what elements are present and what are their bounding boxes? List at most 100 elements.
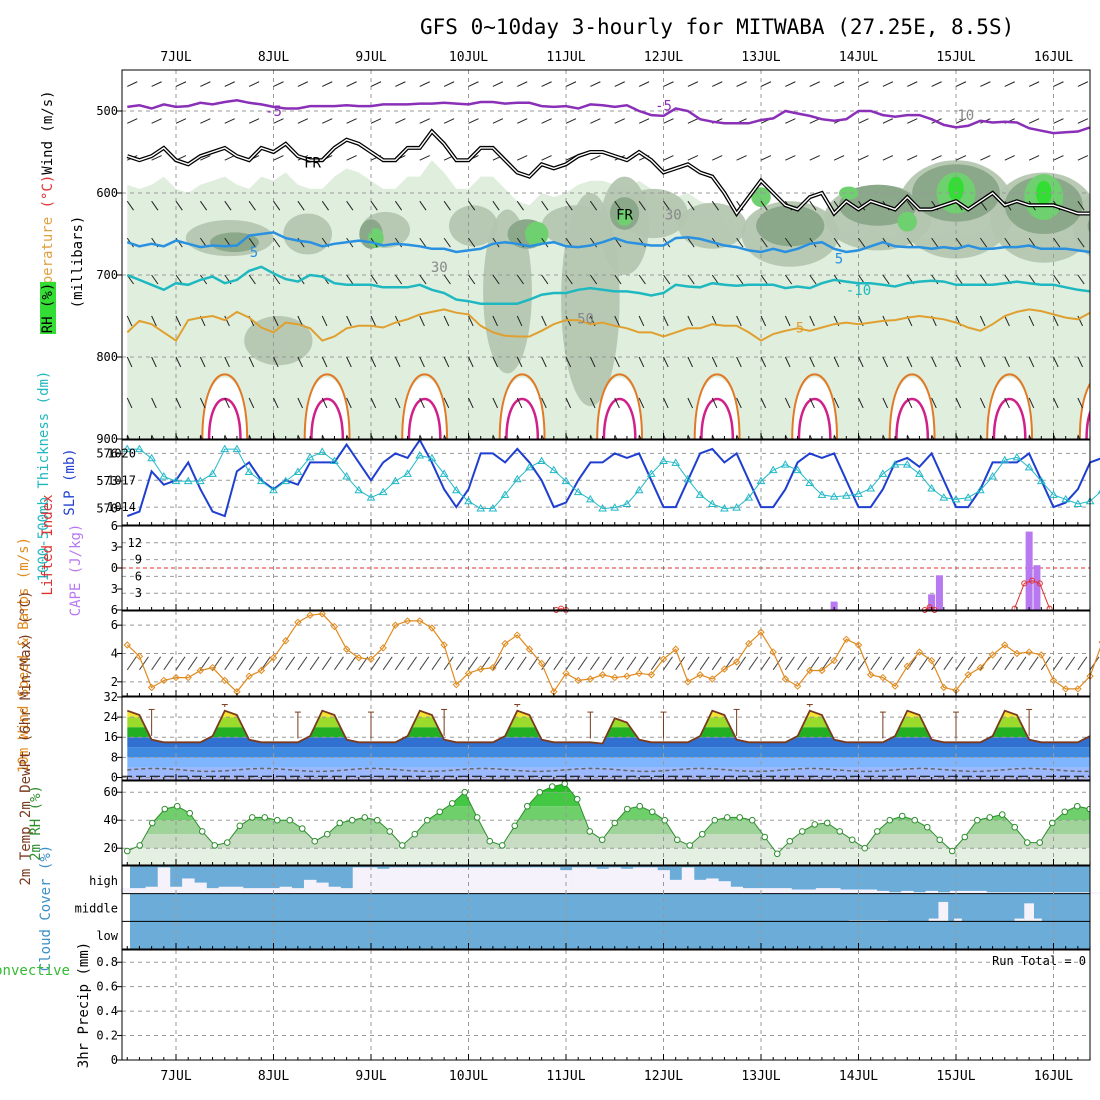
- wind-barb: [175, 118, 187, 124]
- wind-barb: [955, 237, 963, 248]
- thickness-point: [890, 460, 900, 468]
- rh-2m-panel: [122, 781, 1090, 865]
- wind-barb-10m: [370, 656, 381, 671]
- wind-barb: [468, 118, 479, 124]
- wind-barb: [346, 397, 352, 409]
- thickness-point: [817, 490, 827, 498]
- cape-tick-label: 9: [135, 553, 142, 567]
- wind-barb-10m: [1065, 656, 1076, 671]
- cape-tick-label: 6: [135, 569, 142, 583]
- wind-speed-point: [537, 659, 546, 668]
- wind-barb-10m: [626, 656, 637, 671]
- cloud-high-gap: [291, 888, 305, 894]
- wind-speed-point: [769, 648, 777, 656]
- wind-barb: [492, 397, 498, 409]
- cloud-high-gap: [352, 867, 366, 894]
- thickness-point: [208, 469, 217, 477]
- wind-speed-point: [428, 624, 436, 632]
- slp-tick-label: 1020: [107, 446, 136, 460]
- wind-barb: [443, 81, 455, 87]
- wind-speed-point: [611, 673, 619, 682]
- date-label-top: 12JUL: [644, 50, 683, 65]
- wind-barb: [419, 397, 425, 409]
- wind-barb: [614, 200, 622, 211]
- cloud-high-gap: [767, 888, 780, 894]
- cloud-high-gap: [645, 867, 658, 894]
- thickness-point: [671, 458, 681, 466]
- rh-point: [436, 808, 444, 816]
- wind-speed-point: [123, 641, 131, 649]
- wind-barb: [370, 274, 378, 285]
- wind-barb: [784, 356, 791, 368]
- panel-frame: [121, 780, 1091, 866]
- wind-barb: [517, 118, 528, 124]
- wind-speed-point: [659, 655, 668, 663]
- rh-band-70: [1087, 218, 1090, 234]
- precip-ylabel: 3hr Precip (mm): [76, 942, 92, 1068]
- wind-barbs: [126, 81, 1089, 439]
- panel-frame: [121, 696, 1091, 781]
- wind-barb: [638, 118, 650, 124]
- rh-point: [686, 842, 694, 849]
- wind-speed-point: [964, 671, 972, 679]
- wind-barb: [711, 200, 719, 211]
- cloud-high-gap: [706, 878, 719, 894]
- wind-speed-point: [440, 641, 448, 649]
- rh2m-ylabel: 2m RH (%): [28, 785, 44, 861]
- wind-barb-10m: [882, 656, 893, 671]
- wind-barb: [346, 315, 352, 327]
- cloud-middle-gap: [1014, 918, 1025, 922]
- wind-barb: [346, 200, 354, 211]
- rh-point: [998, 811, 1006, 818]
- temp-contour-10: [126, 265, 1090, 305]
- thickness-point: [147, 453, 156, 462]
- wind-barb: [419, 356, 425, 368]
- cloud-high-gap: [779, 888, 792, 894]
- wind-speed-point: [927, 656, 936, 665]
- wind-speed-point: [781, 675, 790, 683]
- rh-point: [498, 842, 506, 849]
- wind-barb: [224, 315, 230, 327]
- rh-point: [348, 816, 356, 824]
- wind-barb: [492, 81, 504, 87]
- contour-label: -5: [265, 104, 282, 120]
- thickness-point: [439, 469, 449, 477]
- wind-barb: [906, 356, 913, 368]
- cloud-high-gap: [303, 879, 317, 894]
- wind-barb: [760, 356, 767, 368]
- wind-barb: [443, 397, 450, 409]
- wind-barb: [858, 397, 864, 409]
- wind-barb: [346, 81, 357, 87]
- thickness-point: [196, 476, 205, 485]
- wind-barb: [590, 81, 601, 87]
- rh-point: [173, 802, 181, 810]
- wind-barb: [126, 315, 133, 327]
- wind-barb: [833, 397, 840, 409]
- wind-barb: [638, 81, 650, 87]
- wind-speed-point: [915, 648, 924, 656]
- wind-barb: [516, 274, 524, 285]
- dry-pocket: [499, 377, 545, 439]
- wind-speed-point: [1025, 648, 1033, 656]
- wind-barb: [638, 274, 646, 285]
- rh-point: [986, 814, 994, 821]
- wind-barb: [248, 274, 256, 285]
- rh-point: [911, 816, 919, 824]
- rh-point: [261, 814, 269, 821]
- wind-barb: [1028, 356, 1035, 368]
- thickness-point: [598, 504, 607, 512]
- wind-barb: [663, 118, 674, 124]
- rh-point: [848, 836, 856, 844]
- wind-barb: [516, 434, 520, 439]
- y-tick-label: 3: [111, 540, 118, 554]
- thickness-point: [403, 469, 412, 477]
- wind-barb: [1004, 356, 1010, 368]
- wind-barb: [443, 118, 455, 124]
- temp-contour-15: [791, 373, 839, 439]
- rh-band-70: [756, 205, 825, 247]
- rh-point: [1073, 802, 1081, 810]
- temp-contour-20: [700, 397, 735, 439]
- wind-barb: [492, 200, 500, 211]
- date-label-top: 13JUL: [741, 50, 780, 65]
- wind-barb: [858, 118, 869, 124]
